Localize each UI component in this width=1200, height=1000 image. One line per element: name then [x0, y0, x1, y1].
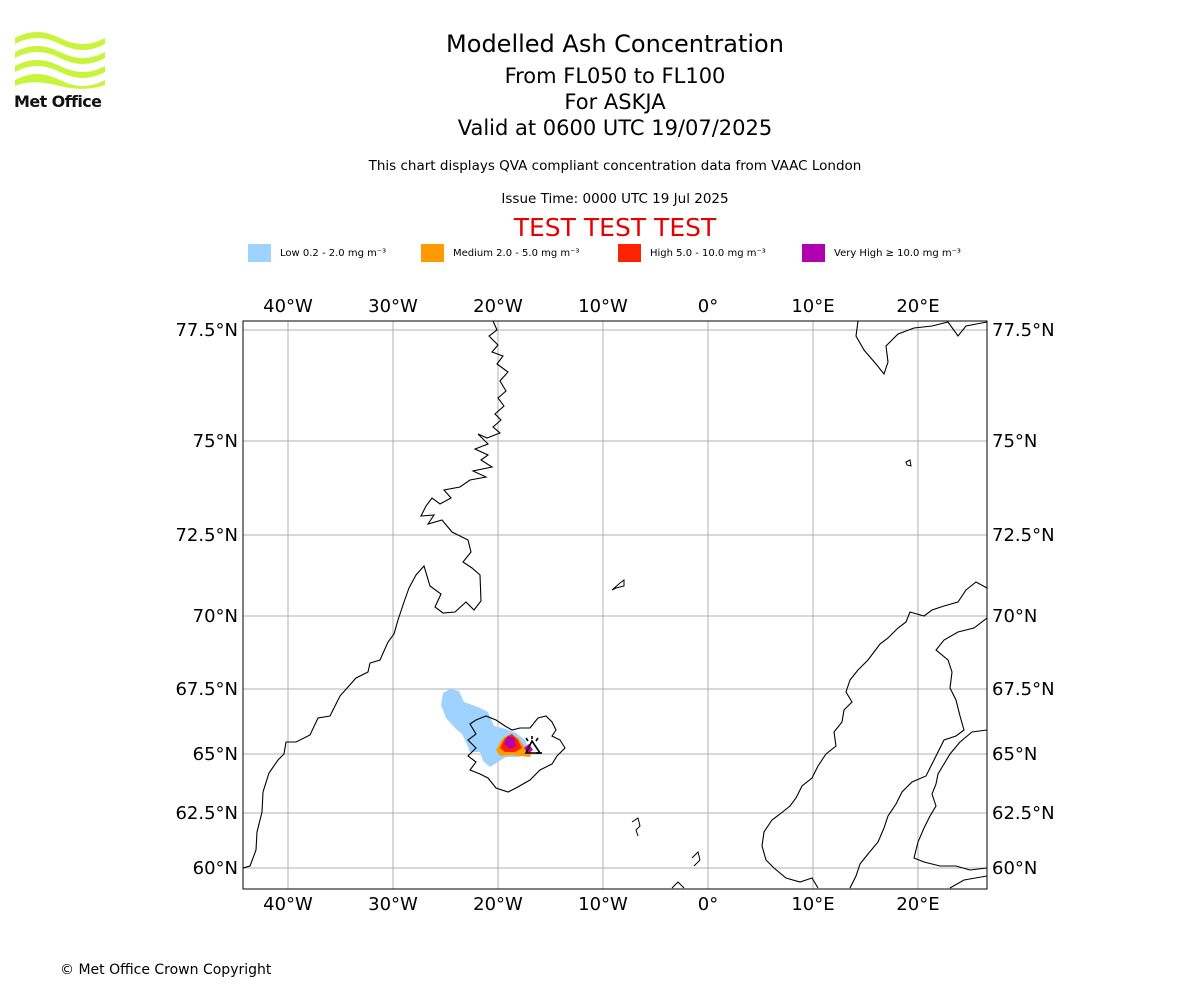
- lat-tick-left-75n: 75°N: [193, 431, 238, 452]
- legend-swatch-medium: [421, 244, 444, 262]
- legend-label-low: Low 0.2 - 2.0 mg m⁻³: [280, 247, 387, 259]
- scandinavia-coastline: [761, 581, 987, 889]
- top-lon-labels: 40°W 30°W 20°W 10°W 0° 10°E 20°E: [263, 296, 939, 317]
- met-office-logo: Met Office: [14, 30, 108, 112]
- lon-tick-bottom-30w: 30°W: [368, 894, 418, 915]
- flight-level-range: From FL050 to FL100: [504, 64, 726, 88]
- chart-description: This chart displays QVA compliant concen…: [368, 158, 862, 174]
- chart-title: Modelled Ash Concentration: [446, 30, 784, 58]
- svalbard-coastline: [855, 321, 987, 376]
- lat-tick-right-70n: 70°N: [992, 606, 1037, 627]
- lon-tick-top-20w: 20°W: [473, 296, 523, 317]
- volcano-symbol: [524, 736, 542, 754]
- lat-tick-left-77-5n: 77.5°N: [175, 320, 238, 341]
- lon-tick-top-40w: 40°W: [263, 296, 313, 317]
- concentration-legend: Low 0.2 - 2.0 mg m⁻³ Medium 2.0 - 5.0 mg…: [0, 244, 1200, 264]
- lon-tick-top-10e: 10°E: [791, 296, 834, 317]
- lon-tick-top-0: 0°: [698, 296, 718, 317]
- legend-swatch-very-high: [802, 244, 825, 262]
- lon-tick-top-30w: 30°W: [368, 296, 418, 317]
- lon-tick-bottom-0: 0°: [698, 894, 718, 915]
- jan-mayen: [611, 579, 625, 591]
- scotland-north: [671, 881, 685, 889]
- legend-label-very-high: Very High ≥ 10.0 mg m⁻³: [834, 247, 961, 259]
- lat-tick-right-60n: 60°N: [992, 858, 1037, 879]
- test-banner: TEST TEST TEST: [513, 213, 717, 242]
- lon-tick-bottom-10e: 10°E: [791, 894, 834, 915]
- legend-item-very-high: Very High ≥ 10.0 mg m⁻³: [802, 244, 961, 262]
- faroe-islands: [631, 817, 641, 837]
- lon-tick-bottom-40w: 40°W: [263, 894, 313, 915]
- legend-label-medium: Medium 2.0 - 5.0 mg m⁻³: [453, 247, 580, 259]
- left-lat-labels: 77.5°N 75°N 72.5°N 70°N 67.5°N 65°N 62.5…: [175, 320, 238, 879]
- ash-area-very-high: [504, 736, 516, 749]
- lat-tick-right-75n: 75°N: [992, 431, 1037, 452]
- lat-tick-left-62-5n: 62.5°N: [175, 803, 238, 824]
- issue-time: Issue Time: 0000 UTC 19 Jul 2025: [501, 191, 729, 207]
- logo-text: Met Office: [14, 92, 102, 111]
- lat-tick-left-70n: 70°N: [193, 606, 238, 627]
- map-gridlines: [243, 321, 987, 889]
- lat-tick-right-65n: 65°N: [992, 744, 1037, 765]
- copyright-notice: © Met Office Crown Copyright: [60, 962, 272, 978]
- greenland-coastline: [243, 321, 509, 869]
- lat-tick-left-65n: 65°N: [193, 744, 238, 765]
- lat-tick-left-72-5n: 72.5°N: [175, 525, 238, 546]
- lon-tick-top-10w: 10°W: [578, 296, 628, 317]
- volcano-name: For ASKJA: [564, 90, 666, 114]
- right-lat-labels: 77.5°N 75°N 72.5°N 70°N 67.5°N 65°N 62.5…: [992, 320, 1055, 879]
- map-frame: [242, 320, 988, 890]
- legend-label-high: High 5.0 - 10.0 mg m⁻³: [650, 247, 766, 259]
- legend-item-medium: Medium 2.0 - 5.0 mg m⁻³: [421, 244, 579, 262]
- bear-island: [905, 459, 912, 467]
- lon-tick-bottom-10w: 10°W: [578, 894, 628, 915]
- logo-waves-icon: [15, 32, 105, 89]
- lat-tick-left-60n: 60°N: [193, 858, 238, 879]
- legend-item-low: Low 0.2 - 2.0 mg m⁻³: [248, 244, 386, 262]
- bottom-lon-labels: 40°W 30°W 20°W 10°W 0° 10°E 20°E: [263, 894, 939, 915]
- lat-tick-right-62-5n: 62.5°N: [992, 803, 1055, 824]
- lat-tick-right-72-5n: 72.5°N: [992, 525, 1055, 546]
- legend-swatch-low: [248, 244, 271, 262]
- iceland-coastline: [467, 715, 566, 793]
- lat-tick-right-77-5n: 77.5°N: [992, 320, 1055, 341]
- lon-tick-bottom-20e: 20°E: [896, 894, 939, 915]
- valid-time: Valid at 0600 UTC 19/07/2025: [457, 116, 773, 140]
- lon-tick-bottom-20w: 20°W: [473, 894, 523, 915]
- finland-coastline: [913, 729, 987, 889]
- lon-tick-top-20e: 20°E: [896, 296, 939, 317]
- legend-swatch-high: [618, 244, 641, 262]
- legend-item-high: High 5.0 - 10.0 mg m⁻³: [618, 244, 766, 262]
- lat-tick-right-67-5n: 67.5°N: [992, 679, 1055, 700]
- shetland: [691, 851, 701, 867]
- lat-tick-left-67-5n: 67.5°N: [175, 679, 238, 700]
